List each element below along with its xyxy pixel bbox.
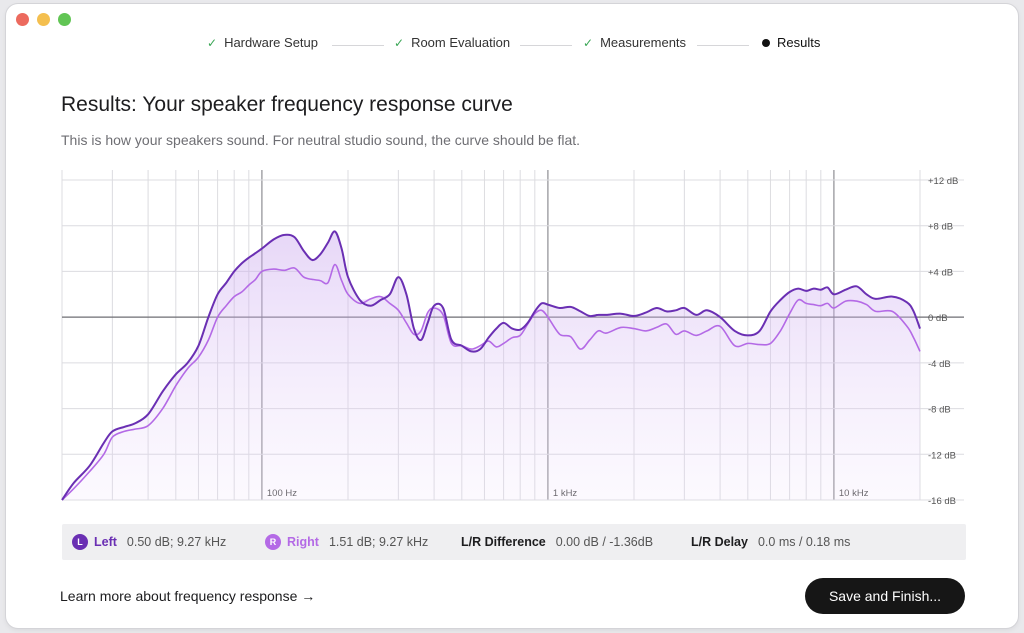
minimize-window-button[interactable] — [37, 13, 50, 26]
left-channel-line — [61, 230, 921, 501]
lr-difference-label: L/R Difference — [461, 535, 546, 549]
y-tick-label: +4 dB — [928, 267, 953, 278]
progress-stepper: ✓ Hardware Setup ✓ Room Evaluation ✓ Mea… — [6, 35, 1018, 55]
y-tick-label: -12 dB — [928, 450, 956, 461]
y-tick-label: -4 dB — [928, 359, 951, 370]
step-label: Room Evaluation — [411, 35, 511, 50]
y-tick-label: +8 dB — [928, 222, 953, 233]
y-tick-label: -16 dB — [928, 496, 956, 507]
window-controls — [16, 13, 71, 26]
y-tick-label: +12 dB — [928, 176, 958, 187]
step-divider — [332, 45, 384, 46]
dot-icon — [762, 38, 770, 47]
step-label: Measurements — [600, 35, 687, 50]
measurement-legend: L Left 0.50 dB; 9.27 kHz R Right 1.51 dB… — [62, 524, 966, 560]
right-channel-badge: R — [265, 534, 281, 550]
y-tick-label: 0 dB — [928, 313, 948, 324]
legend-right-value: 1.51 dB; 9.27 kHz — [328, 535, 429, 549]
check-icon: ✓ — [394, 35, 405, 50]
app-window: ✓ Hardware Setup ✓ Room Evaluation ✓ Mea… — [6, 4, 1018, 628]
y-tick-label: -8 dB — [928, 405, 951, 416]
step-divider — [520, 45, 572, 46]
legend-lr-delay: L/R Delay 0.0 ms / 0.18 ms — [691, 535, 850, 549]
step-label: Hardware Setup — [224, 35, 319, 50]
legend-left-value: 0.50 dB; 9.27 kHz — [126, 535, 227, 549]
legend-right[interactable]: R Right 1.51 dB; 9.27 kHz — [265, 534, 428, 550]
step-hardware-setup[interactable]: ✓ Hardware Setup — [207, 35, 318, 50]
maximize-window-button[interactable] — [58, 13, 71, 26]
check-icon: ✓ — [583, 35, 594, 50]
frequency-response-chart: +12 dB +8 dB +4 dB 0 dB -4 dB -8 dB -12 dB -16 … — [61, 170, 964, 507]
left-channel-badge: L — [72, 534, 88, 550]
page-subtitle: This is how your speakers sound. For neu… — [61, 132, 581, 148]
legend-left[interactable]: L Left 0.50 dB; 9.27 kHz — [72, 534, 226, 550]
lr-delay-label: L/R Delay — [691, 535, 748, 549]
save-and-finish-button[interactable]: Save and Finish... — [805, 578, 965, 614]
step-results[interactable]: Results — [762, 35, 820, 50]
response-area-fill — [62, 231, 920, 500]
step-room-evaluation[interactable]: ✓ Room Evaluation — [394, 35, 510, 50]
step-measurements[interactable]: ✓ Measurements — [583, 35, 686, 50]
lr-difference-value: 0.00 dB / -1.36dB — [555, 535, 654, 549]
step-divider — [697, 45, 749, 46]
check-icon: ✓ — [207, 35, 218, 50]
step-label: Results — [777, 35, 821, 50]
legend-lr-difference: L/R Difference 0.00 dB / -1.36dB — [461, 535, 653, 549]
legend-right-label: Right — [287, 535, 319, 549]
close-window-button[interactable] — [16, 13, 29, 26]
page-title: Results: Your speaker frequency response… — [61, 93, 513, 116]
lr-delay-value: 0.0 ms / 0.18 ms — [757, 535, 851, 549]
learn-more-link[interactable]: Learn more about frequency response → — [60, 588, 316, 604]
legend-left-label: Left — [94, 535, 117, 549]
